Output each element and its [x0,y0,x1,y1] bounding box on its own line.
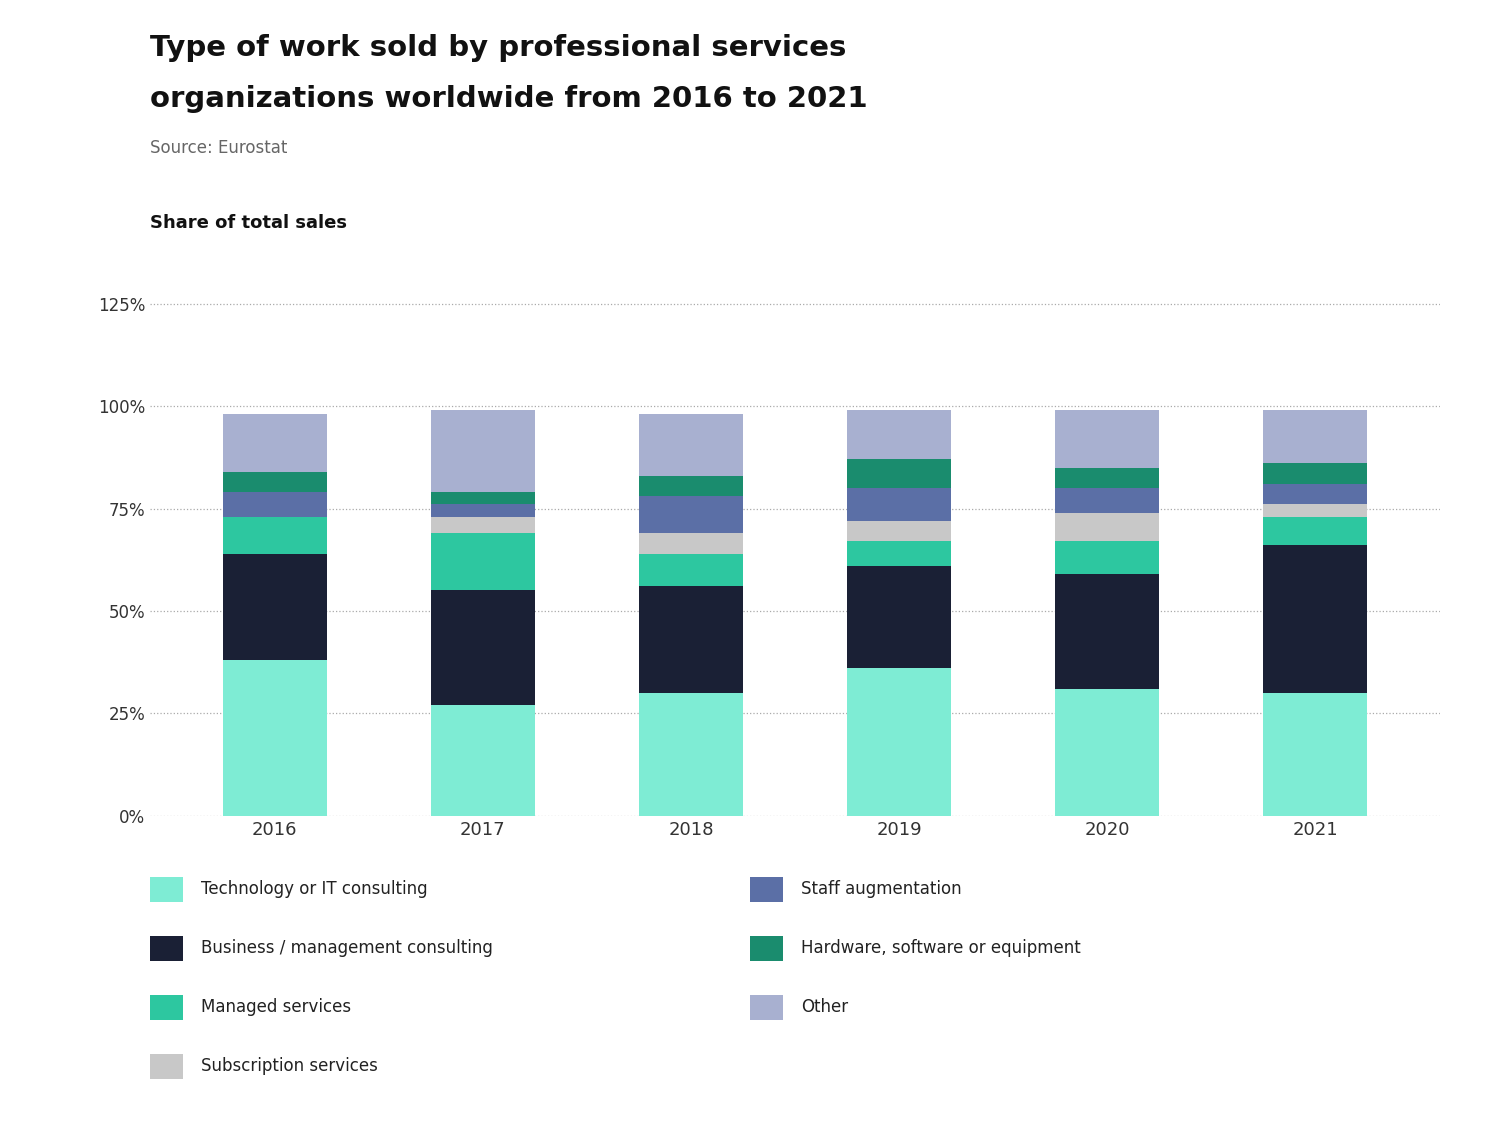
Text: organizations worldwide from 2016 to 2021: organizations worldwide from 2016 to 202… [150,85,867,113]
Bar [1054,468,1160,488]
Text: Source: Eurostat: Source: Eurostat [150,139,288,157]
Text: Subscription services: Subscription services [201,1057,378,1075]
Bar [639,415,742,476]
Bar [224,517,327,554]
Bar [639,534,742,554]
Text: Hardware, software or equipment: Hardware, software or equipment [801,939,1080,957]
Bar [1263,410,1366,463]
Bar [224,471,327,492]
Bar [430,410,536,492]
Bar [847,542,951,565]
Bar [224,661,327,816]
Text: Share of total sales: Share of total sales [150,214,346,232]
Bar [639,554,742,587]
Text: Technology or IT consulting: Technology or IT consulting [201,880,427,898]
Bar [430,590,536,705]
Bar [847,521,951,542]
Bar [224,554,327,661]
Bar [1263,693,1366,816]
Bar [1263,484,1366,504]
Bar [430,534,536,590]
Bar [1054,410,1160,468]
Bar [1263,504,1366,517]
Bar [430,517,536,534]
Bar [1054,689,1160,816]
Bar [847,488,951,521]
Text: Managed services: Managed services [201,998,351,1016]
Bar [639,693,742,816]
Bar [847,410,951,459]
Bar [1263,517,1366,545]
Bar [639,476,742,496]
Bar [1054,488,1160,512]
Bar [224,415,327,471]
Bar [1054,542,1160,574]
Text: Staff augmentation: Staff augmentation [801,880,962,898]
Text: Type of work sold by professional services: Type of work sold by professional servic… [150,34,846,62]
Text: Business / management consulting: Business / management consulting [201,939,494,957]
Bar [639,587,742,693]
Bar [847,668,951,816]
Bar [1263,545,1366,693]
Bar [1263,463,1366,484]
Bar [639,496,742,534]
Bar [224,492,327,517]
Bar [847,565,951,668]
Bar [1054,574,1160,689]
Bar [430,504,536,517]
Bar [1054,512,1160,542]
Bar [430,705,536,816]
Text: Other: Other [801,998,847,1016]
Bar [430,492,536,504]
Bar [847,459,951,488]
